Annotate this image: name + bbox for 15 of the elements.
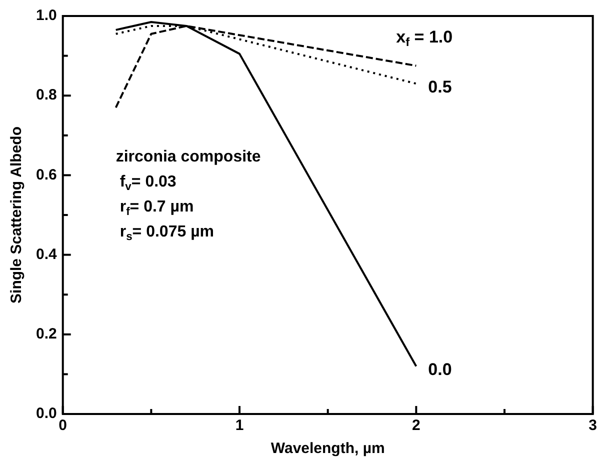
x-tick-label: 3 <box>588 417 597 434</box>
x-tick-label: 2 <box>412 417 420 434</box>
x-tick-label: 1 <box>235 417 244 434</box>
y-tick-label: 0.0 <box>36 405 57 422</box>
x-tick-label: 0 <box>58 417 68 434</box>
x-axis-title: Wavelength, µm <box>270 440 385 458</box>
y-tick-label: 0.6 <box>36 166 57 184</box>
y-tick-label: 1.0 <box>36 7 57 24</box>
y-tick-label: 0.2 <box>36 326 57 343</box>
y-tick-label: 0.8 <box>36 86 57 104</box>
series-label: 0.5 <box>428 77 452 96</box>
annotation: zirconia composite <box>116 148 261 166</box>
y-tick-label: 0.4 <box>36 246 58 263</box>
series-label: 0.0 <box>428 360 452 379</box>
y-axis-title: Single Scattering Albedo <box>8 126 26 304</box>
